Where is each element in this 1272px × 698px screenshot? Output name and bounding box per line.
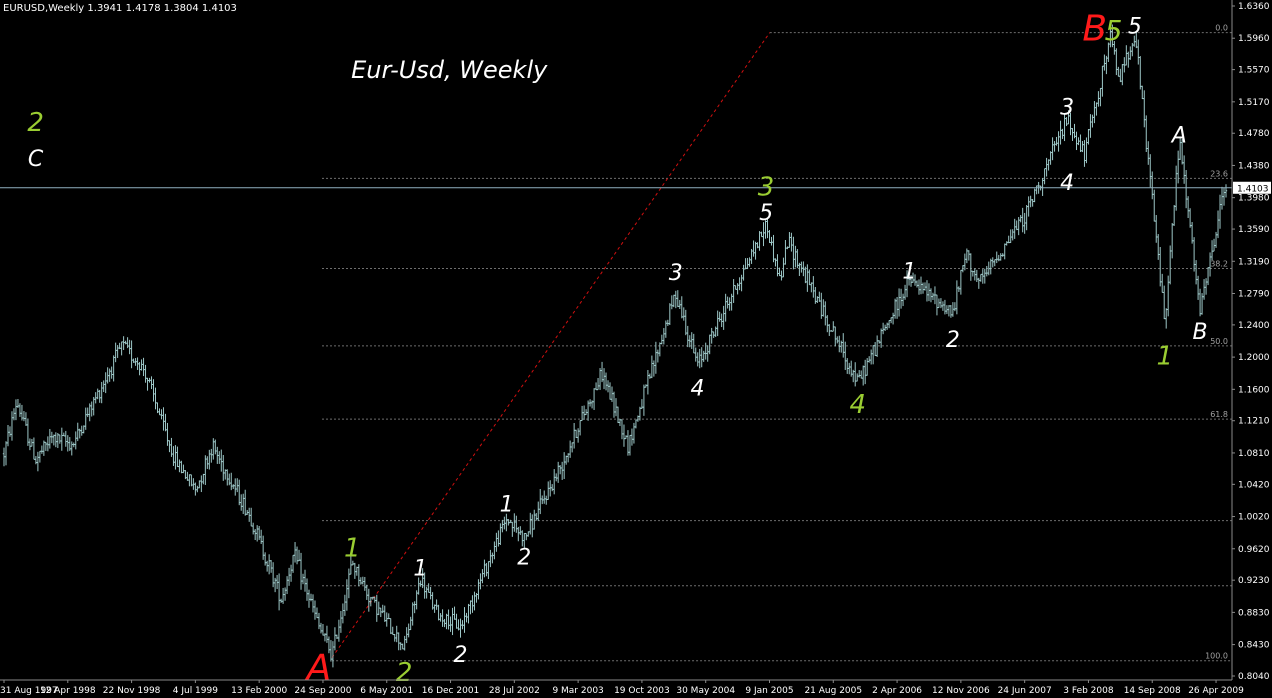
price-tick-label: 1.1600 <box>1238 385 1270 395</box>
trendline-layer <box>331 32 771 658</box>
time-tick-label: 4 Jul 1999 <box>173 686 218 696</box>
time-tick-label: 31 Aug 1997 <box>0 686 58 696</box>
current-price-layer: 1.4103 <box>0 181 1271 194</box>
time-tick-label: 12 Apr 1998 <box>40 686 96 696</box>
time-tick-label: 24 Jun 2007 <box>998 686 1052 696</box>
wave-label: 2 <box>517 545 531 570</box>
time-tick-label: 12 Nov 2006 <box>932 686 990 696</box>
price-tick-label: 1.0810 <box>1238 449 1270 459</box>
price-tick-label: 1.2000 <box>1238 353 1270 363</box>
trend-line <box>331 32 771 658</box>
wave-label: A <box>305 648 332 689</box>
price-tick-label: 1.1210 <box>1238 417 1270 427</box>
time-tick-label: 9 Mar 2003 <box>552 686 603 696</box>
fibonacci-levels: 0.0 23.6 38.2 50.0 61.8 100.0 <box>322 24 1232 662</box>
fib-label: 100.0 <box>1205 652 1228 661</box>
price-tick-label: 1.0020 <box>1238 513 1270 523</box>
fib-label: 0.0 <box>1215 24 1228 33</box>
price-ticks: 1.6360 1.5960 1.5570 1.5170 1.4780 1.4380 1.39… <box>1232 2 1270 682</box>
time-tick-label: 13 Feb 2000 <box>231 686 287 696</box>
wave-label: B <box>1193 320 1208 345</box>
time-tick-label: 30 May 2004 <box>676 686 735 696</box>
time-tick-label: 9 Jan 2005 <box>745 686 793 696</box>
wave-label: 4 <box>850 390 867 420</box>
price-tick-label: 0.9620 <box>1238 545 1270 555</box>
wave-label: 3 <box>758 172 775 202</box>
wave-label: 3 <box>669 261 683 286</box>
price-tick-label: 0.9230 <box>1238 576 1270 586</box>
fib-label: 38.2 <box>1210 260 1228 269</box>
time-tick-label: 22 Nov 1998 <box>103 686 161 696</box>
price-tick-label: 1.2400 <box>1238 321 1270 331</box>
symbol-info-line: EURUSD,Weekly 1.3941 1.4178 1.3804 1.410… <box>3 3 237 14</box>
price-tick-label: 1.4380 <box>1238 161 1270 171</box>
wave-label: 2 <box>396 658 413 688</box>
price-tick-label: 0.8830 <box>1238 608 1270 618</box>
price-tick-label: 0.8040 <box>1238 672 1270 682</box>
fib-label: 61.8 <box>1210 410 1228 419</box>
time-tick-label: 6 May 2001 <box>360 686 413 696</box>
time-tick-label: 24 Sep 2000 <box>294 686 351 696</box>
time-tick-label: 14 Sep 2008 <box>1124 686 1181 696</box>
current-price-label: 1.4103 <box>1237 184 1269 194</box>
price-bars <box>2 24 1228 668</box>
time-tick-label: 19 Oct 2003 <box>614 686 670 696</box>
wave-label: 5 <box>1105 14 1123 47</box>
wave-label: B <box>1082 9 1107 50</box>
price-tick-label: 1.3190 <box>1238 257 1270 267</box>
price-tick-label: 1.5570 <box>1238 66 1270 76</box>
wave-label: 4 <box>1060 171 1074 196</box>
wave-label: 1 <box>413 557 427 582</box>
wave-label: 4 <box>690 376 704 401</box>
wave-label: 2 <box>946 328 960 353</box>
time-tick-label: 28 Jul 2002 <box>489 686 540 696</box>
price-tick-label: 1.4780 <box>1238 129 1270 139</box>
wave-label: C <box>28 147 44 172</box>
price-tick-label: 1.5960 <box>1238 34 1270 44</box>
wave-label: 1 <box>344 533 361 563</box>
fib-label: 23.6 <box>1210 169 1228 178</box>
price-tick-label: 1.3980 <box>1238 194 1270 204</box>
ohlc-bar <box>1224 184 1228 198</box>
time-tick-label: 16 Dec 2001 <box>422 686 480 696</box>
time-tick-label: 2 Apr 2006 <box>872 686 922 696</box>
wave-label: 5 <box>1128 15 1142 40</box>
time-tick-label: 26 Apr 2009 <box>1188 686 1244 696</box>
time-tick-label: 21 Aug 2005 <box>804 686 862 696</box>
wave-label: 5 <box>759 201 773 226</box>
fib-label: 50.0 <box>1210 337 1228 346</box>
wave-label: 2 <box>27 108 44 138</box>
wave-label: 3 <box>1060 95 1074 120</box>
price-tick-label: 1.3590 <box>1238 225 1270 235</box>
wave-label: A <box>1170 123 1187 148</box>
price-tick-label: 1.6360 <box>1238 2 1270 12</box>
chart-title: Eur-Usd, Weekly <box>351 56 548 84</box>
current-price-box <box>1233 181 1271 194</box>
time-tick-label: 3 Feb 2008 <box>1063 686 1114 696</box>
wave-label: 2 <box>454 643 468 668</box>
wave-label: 1 <box>1156 342 1173 372</box>
price-tick-label: 0.8430 <box>1238 641 1270 651</box>
wave-label: 1 <box>902 260 916 285</box>
price-tick-label: 1.0420 <box>1238 480 1270 490</box>
price-tick-label: 1.2790 <box>1238 289 1270 299</box>
wave-label: 1 <box>500 492 514 517</box>
price-tick-label: 1.5170 <box>1238 98 1270 108</box>
